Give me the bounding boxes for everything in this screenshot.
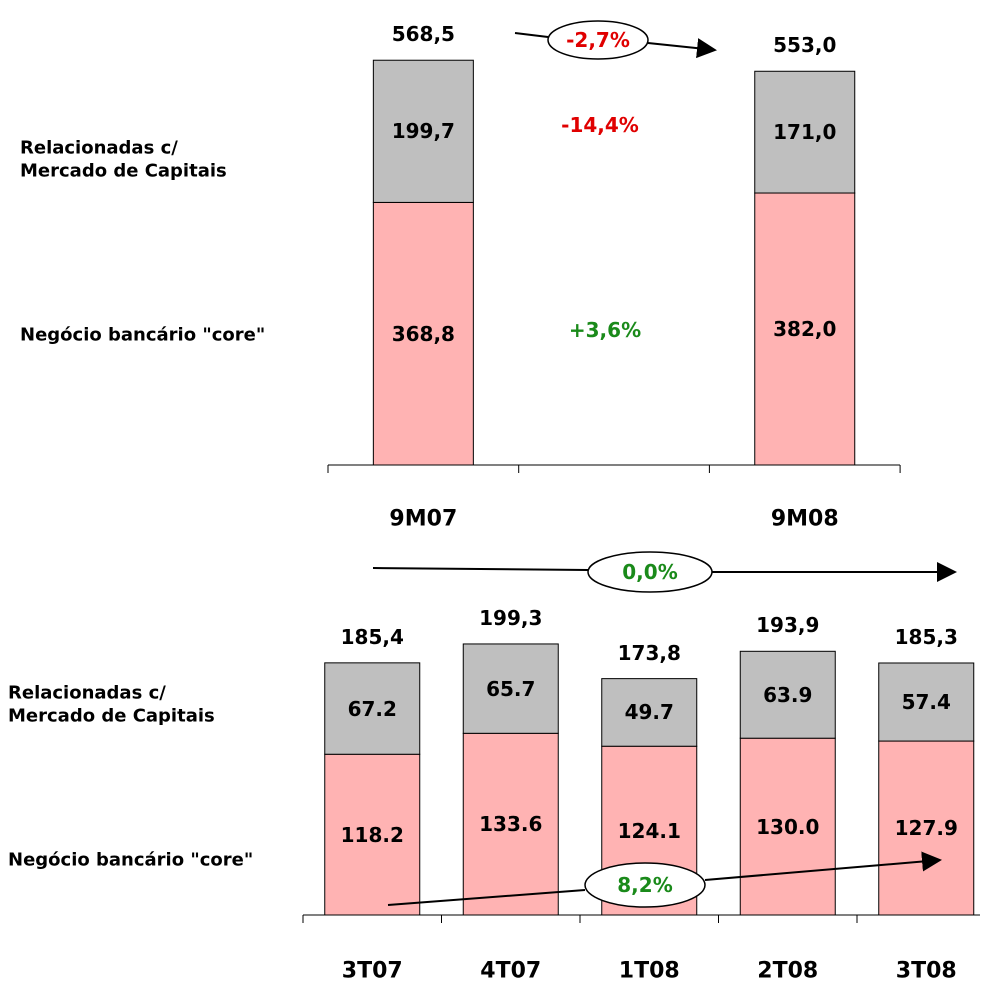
x-tick-label: 2T08 — [757, 958, 819, 984]
bar-segment — [372, 59, 474, 203]
total-label: 185,4 — [340, 624, 404, 649]
bar-segment — [462, 732, 559, 916]
value-label: 67.2 — [347, 696, 397, 721]
bar-segment — [372, 201, 474, 466]
annotation: 8,2% — [617, 873, 673, 897]
annotation-ellipse — [587, 551, 713, 593]
bar-segment — [878, 662, 975, 742]
bar-segment — [739, 737, 836, 916]
value-label: 65.7 — [486, 676, 536, 701]
annotation: -2,7% — [566, 28, 630, 52]
x-tick-label: 9M08 — [770, 506, 839, 532]
total-label: 199,3 — [479, 605, 543, 630]
value-label: 118.2 — [340, 822, 404, 847]
value-label: 63.9 — [763, 682, 813, 707]
arrow — [372, 567, 589, 571]
total-label: 568,5 — [391, 22, 455, 47]
value-label: 171,0 — [773, 120, 837, 145]
total-label: 185,3 — [894, 624, 958, 649]
total-label: 553,0 — [773, 33, 837, 58]
annotation-ellipse — [584, 862, 706, 908]
bar-segment — [878, 740, 975, 916]
x-tick-label: 1T08 — [618, 958, 680, 984]
x-tick-label: 4T07 — [480, 958, 542, 984]
annotation-ellipse — [547, 20, 649, 60]
arrow — [704, 851, 942, 881]
value-label: 49.7 — [624, 700, 674, 725]
bar-segment — [462, 643, 559, 734]
annotation: +3,6% — [568, 318, 642, 342]
value-label: 130.0 — [756, 814, 820, 839]
value-label: 127.9 — [894, 816, 958, 841]
value-label: 382,0 — [773, 317, 837, 341]
total-label: 193,9 — [756, 613, 820, 638]
bar-segment — [739, 650, 836, 739]
arrow — [387, 889, 586, 906]
value-label: 57.4 — [901, 690, 951, 715]
total-label: 173,8 — [617, 640, 681, 665]
value-label: 124.1 — [617, 818, 681, 843]
legend-label: Negócio bancário "core" — [20, 324, 266, 346]
bar-segment — [324, 662, 421, 755]
x-tick-label: 3T08 — [895, 958, 957, 984]
value-label: 133.6 — [479, 812, 543, 837]
bar-segment — [324, 753, 421, 916]
legend-label: Relacionadas c/ Mercado de Capitais — [8, 682, 215, 727]
x-tick-label: 3T07 — [341, 958, 403, 984]
legend-label: Relacionadas c/ Mercado de Capitais — [20, 137, 227, 182]
value-label: 368,8 — [391, 321, 455, 346]
arrow — [514, 32, 549, 38]
bar-segment — [754, 70, 856, 194]
x-tick-label: 9M07 — [389, 506, 458, 532]
annotation: -14,4% — [561, 113, 639, 137]
annotation: 0,0% — [622, 560, 678, 584]
bar-segment — [601, 678, 698, 747]
legend-label: Negócio bancário "core" — [8, 849, 254, 871]
value-label: 199,7 — [391, 119, 455, 144]
arrow — [647, 38, 717, 59]
